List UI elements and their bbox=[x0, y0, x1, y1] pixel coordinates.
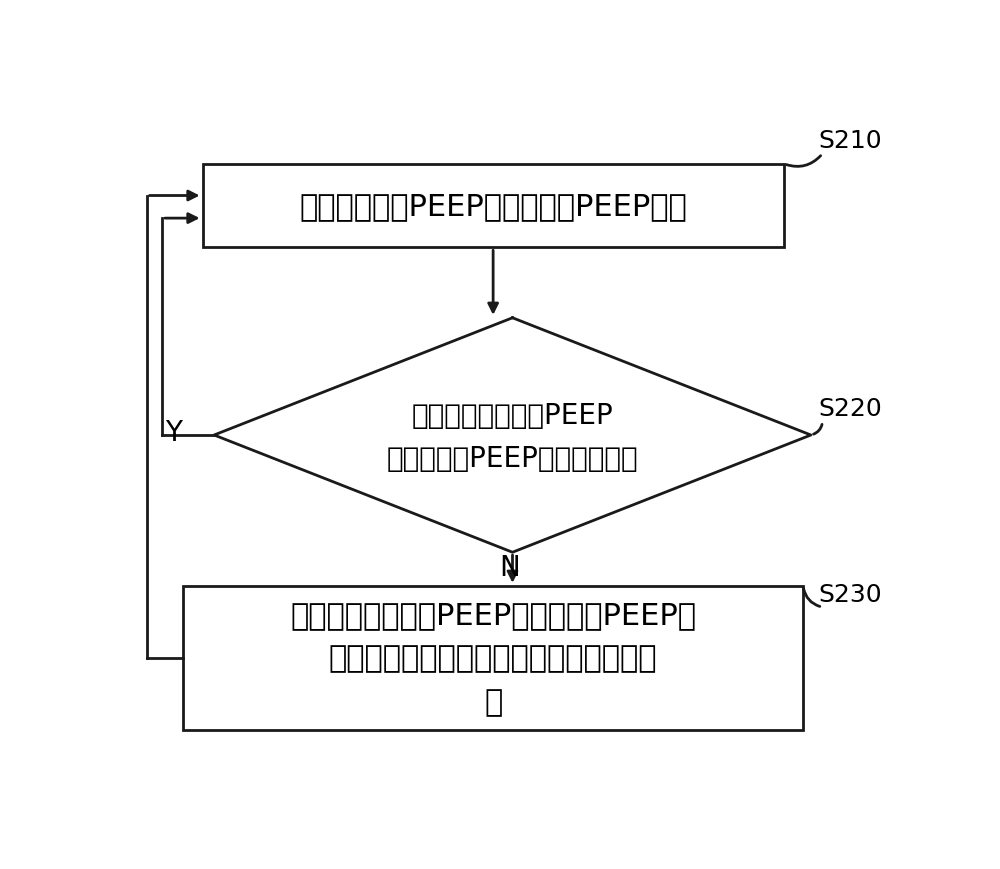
Text: S220: S220 bbox=[819, 397, 882, 421]
Text: S230: S230 bbox=[819, 582, 882, 606]
Text: N: N bbox=[499, 554, 520, 581]
Text: 压力与设置PEEP压力是否相同: 压力与设置PEEP压力是否相同 bbox=[387, 445, 638, 473]
Text: 流: 流 bbox=[484, 687, 502, 716]
Text: 判断所述当前监测PEEP: 判断所述当前监测PEEP bbox=[412, 401, 613, 429]
Text: Y: Y bbox=[165, 418, 182, 446]
Polygon shape bbox=[214, 318, 811, 553]
Text: 根据所述当前监测PEEP压力和设置PEEP压: 根据所述当前监测PEEP压力和设置PEEP压 bbox=[290, 600, 696, 629]
FancyBboxPatch shape bbox=[202, 164, 784, 249]
FancyBboxPatch shape bbox=[183, 586, 803, 730]
Text: 获取当前监测PEEP压力和设置PEEP压力: 获取当前监测PEEP压力和设置PEEP压力 bbox=[299, 192, 687, 221]
Text: S210: S210 bbox=[819, 129, 882, 153]
Text: 力调节压力装置的供给压力和比例阀的电: 力调节压力装置的供给压力和比例阀的电 bbox=[329, 644, 657, 673]
